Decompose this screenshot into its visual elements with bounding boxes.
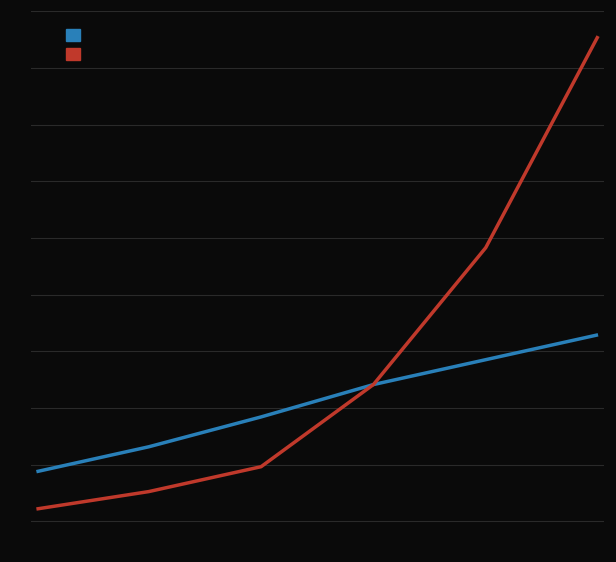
Legend: , : , (67, 29, 84, 61)
